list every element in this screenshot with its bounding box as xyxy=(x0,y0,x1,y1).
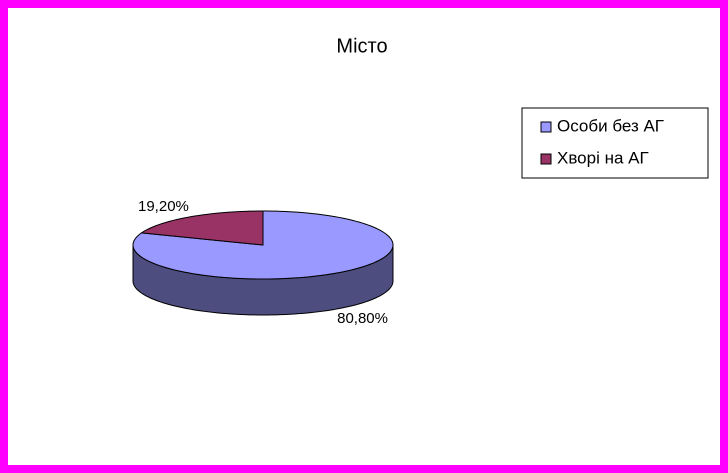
data-label: 19,20% xyxy=(138,198,189,215)
chart-title: Місто xyxy=(336,35,387,57)
legend-box xyxy=(521,107,709,179)
pie-slice xyxy=(140,210,264,246)
data-label: 80,80% xyxy=(337,310,388,327)
legend-swatch xyxy=(540,153,552,165)
pie-tops xyxy=(132,210,394,280)
legend-label: Хворі на АГ xyxy=(557,148,649,167)
legend-label: Особи без АГ xyxy=(557,116,664,135)
legend-swatch xyxy=(540,121,552,133)
